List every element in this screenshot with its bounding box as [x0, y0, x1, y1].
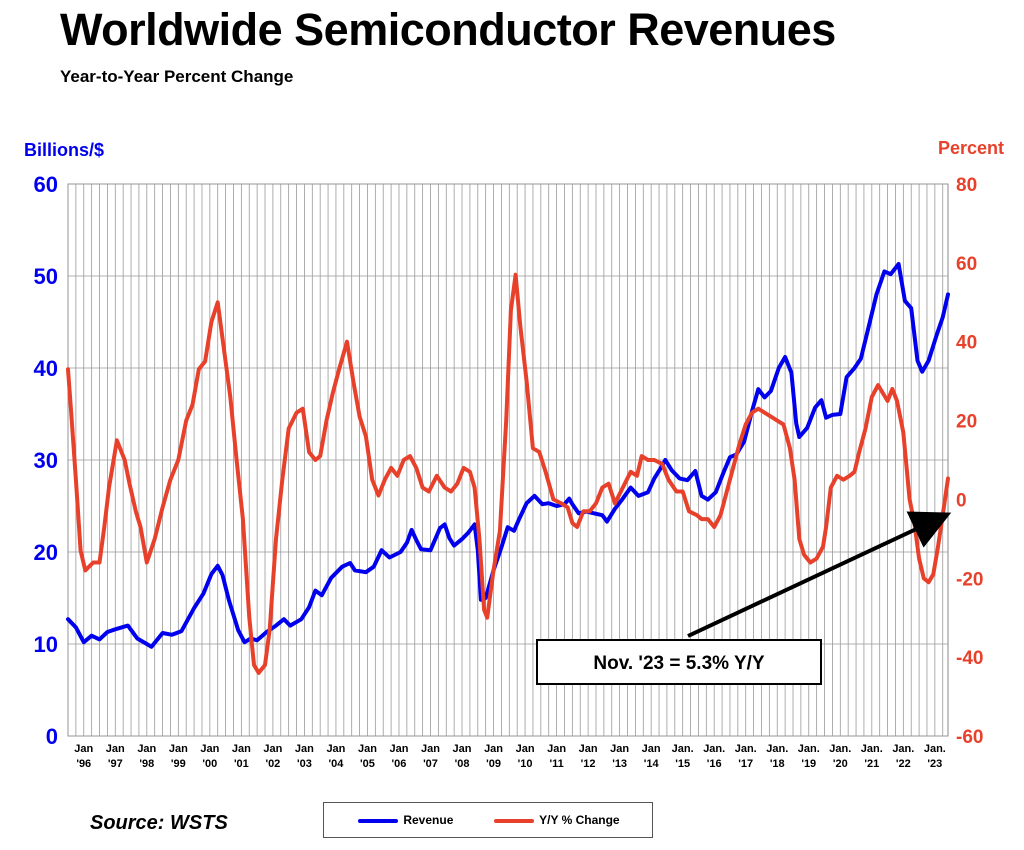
x-tick-label-year: '17 [738, 758, 753, 770]
x-tick-label: Jan [137, 743, 156, 755]
x-tick-label: Jan [547, 743, 566, 755]
x-tick-label-year: '97 [108, 758, 123, 770]
right-tick-label: -40 [956, 648, 983, 669]
right-tick-label: -60 [956, 727, 983, 748]
x-tick-label: Jan [106, 743, 125, 755]
x-tick-label-year: '20 [833, 758, 848, 770]
left-tick-label: 20 [34, 540, 58, 565]
left-axis-label: Billions/$ [24, 140, 105, 160]
x-tick-label: Jan [326, 743, 345, 755]
callout-box [536, 639, 822, 685]
x-tick-label: Jan [295, 743, 314, 755]
x-tick-label: Jan [484, 743, 503, 755]
x-tick-label-year: '08 [455, 758, 470, 770]
x-axis-ticks: Jan '96 Jan '97 Jan '98 Jan '99 Jan '00 Jan '01 Jan '… [74, 743, 946, 770]
source-label: Source: WSTS [90, 812, 228, 834]
x-tick-label-year: '12 [581, 758, 596, 770]
series-line-yoy [66, 272, 950, 675]
x-tick-label-year: '11 [549, 758, 563, 770]
x-tick-label-year: '21 [864, 758, 879, 770]
right-tick-label: 80 [956, 175, 977, 196]
x-tick-label: Jan. [829, 743, 851, 755]
x-tick-label: Jan [200, 743, 219, 755]
left-tick-label: 40 [34, 356, 58, 381]
legend-swatch-yoy [494, 818, 534, 823]
x-tick-label: Jan [642, 743, 661, 755]
x-tick-label: Jan. [735, 743, 757, 755]
x-tick-label-year: '02 [265, 758, 280, 770]
legend-label-revenue: Revenue [403, 813, 454, 827]
series-line-revenue [66, 262, 950, 649]
chart-title: Worldwide Semiconductor Revenues [60, 4, 836, 55]
x-tick-label-year: '00 [202, 758, 217, 770]
x-tick-label: Jan [516, 743, 535, 755]
x-tick-label: Jan [358, 743, 377, 755]
right-tick-label: -20 [956, 569, 983, 590]
x-tick-label: Jan. [703, 743, 725, 755]
x-tick-label: Jan [263, 743, 282, 755]
x-tick-label: Jan [74, 743, 93, 755]
left-tick-label: 30 [34, 448, 58, 473]
x-tick-label-year: '06 [392, 758, 407, 770]
callout-text: Nov. '23 = 5.3% Y/Y [593, 653, 765, 674]
x-tick-label-year: '01 [234, 758, 249, 770]
x-tick-label: Jan. [924, 743, 946, 755]
right-tick-label: 0 [956, 490, 967, 511]
legend-item-yoy: Y/Y % Change [494, 813, 620, 829]
x-tick-label: Jan. [892, 743, 914, 755]
right-tick-label: 20 [956, 412, 977, 433]
x-tick-label-year: '19 [801, 758, 816, 770]
x-tick-label-year: '07 [423, 758, 438, 770]
x-tick-label: Jan [610, 743, 629, 755]
x-tick-label-year: '18 [770, 758, 785, 770]
x-tick-label: Jan [169, 743, 188, 755]
right-axis-ticks: -60 -40 -20 0 20 40 60 80 [956, 175, 983, 748]
x-tick-label: Jan [579, 743, 598, 755]
x-tick-label-year: '10 [518, 758, 533, 770]
x-tick-label: Jan [232, 743, 251, 755]
callout-arrow [687, 511, 952, 638]
x-tick-label-year: '03 [297, 758, 312, 770]
x-tick-label: Jan [389, 743, 408, 755]
x-tick-label: Jan [453, 743, 472, 755]
x-tick-label: Jan. [672, 743, 694, 755]
chart-subtitle: Year-to-Year Percent Change [60, 67, 294, 86]
x-tick-label-year: '99 [171, 758, 186, 770]
x-tick-label-year: '23 [927, 758, 942, 770]
x-tick-label: Jan. [766, 743, 788, 755]
right-tick-label: 40 [956, 333, 977, 354]
legend-item-revenue: Revenue [358, 813, 453, 829]
x-tick-label-year: '13 [612, 758, 627, 770]
x-tick-label-year: '09 [486, 758, 501, 770]
left-tick-label: 50 [34, 264, 58, 289]
left-axis-ticks: 0 10 20 30 40 50 60 [34, 172, 58, 749]
x-tick-label-year: '04 [329, 758, 345, 770]
x-tick-label-year: '96 [76, 758, 91, 770]
legend-swatch-revenue [358, 818, 398, 823]
right-axis-label: Percent [937, 138, 1004, 158]
left-tick-label: 60 [34, 172, 58, 197]
x-tick-label-year: '05 [360, 758, 375, 770]
left-tick-label: 0 [46, 724, 58, 749]
legend-label-yoy: Y/Y % Change [539, 813, 620, 827]
x-tick-label-year: '98 [139, 758, 154, 770]
x-tick-label: Jan [421, 743, 440, 755]
x-tick-label: Jan. [861, 743, 883, 755]
series-lines [66, 262, 950, 675]
right-tick-label: 60 [956, 254, 977, 275]
legend: Revenue Y/Y % Change [323, 802, 653, 838]
x-tick-label-year: '15 [675, 758, 690, 770]
left-tick-label: 10 [34, 632, 58, 657]
x-tick-label-year: '22 [896, 758, 911, 770]
x-tick-label-year: '14 [644, 758, 660, 770]
x-tick-label: Jan. [798, 743, 820, 755]
x-tick-label-year: '16 [707, 758, 722, 770]
